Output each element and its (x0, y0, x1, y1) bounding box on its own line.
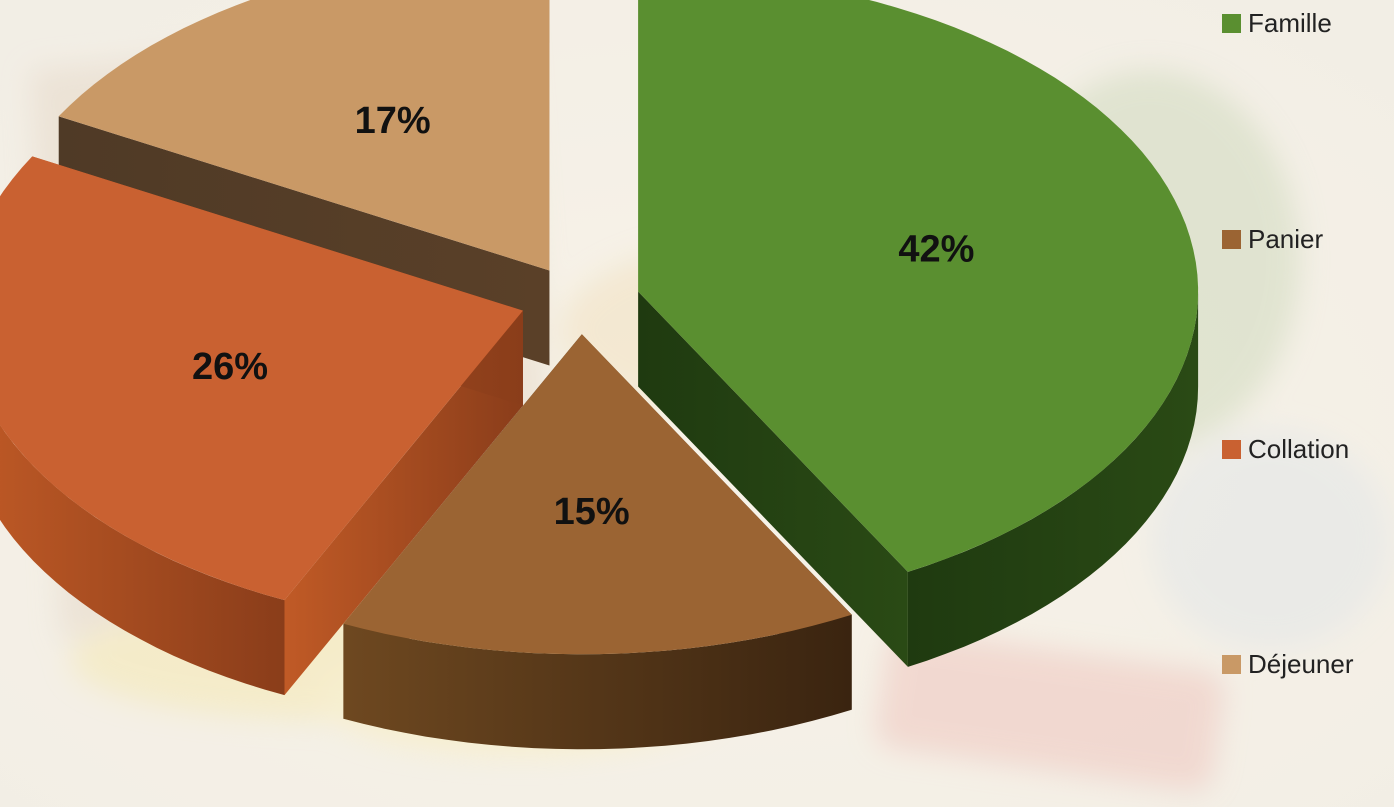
legend-swatch-collation (1222, 439, 1241, 459)
pie-slice-rim-panier-0 (343, 614, 852, 750)
legend-label-panier: Panier (1248, 223, 1324, 254)
pie-slice-rim-collation-0 (0, 424, 285, 696)
legend-swatch-dejeuner (1222, 654, 1241, 674)
legend-item-dejeuner: Déjeuner (1222, 647, 1354, 681)
pie-slice-famille (638, 0, 1199, 667)
pie-slice-wall-famille-1 (638, 291, 908, 667)
pie-slice-panier (343, 334, 852, 750)
legend-swatch-famille (1222, 13, 1241, 33)
legend-item-collation: Collation (1222, 432, 1349, 466)
data-label-collation: 26% (192, 346, 268, 388)
pie-slices: 42% 15% 26% 17% (0, 0, 1199, 750)
pie-slice-rim-famille-0 (907, 291, 1199, 667)
legend: Famille Panier Collation Déjeuner (1222, 0, 1394, 700)
data-label-panier: 15% (554, 491, 630, 533)
data-label-dejeuner: 17% (355, 100, 431, 142)
legend-label-collation: Collation (1248, 433, 1350, 464)
legend-swatch-panier (1222, 229, 1241, 249)
pie-slice-top-collation (0, 156, 523, 601)
legend-item-panier: Panier (1222, 222, 1323, 256)
legend-label-dejeuner: Déjeuner (1248, 648, 1354, 679)
legend-item-famille: Famille (1222, 6, 1332, 40)
pie-slice-top-dejeuner (58, 0, 550, 271)
data-label-famille: 42% (898, 229, 974, 271)
pie-slice-top-famille (638, 0, 1199, 572)
pie-slice-wall-collation-0 (284, 310, 523, 696)
pie-slice-collation (0, 156, 523, 696)
legend-label-famille: Famille (1248, 7, 1332, 38)
pie-slice-top-panier (343, 334, 852, 655)
